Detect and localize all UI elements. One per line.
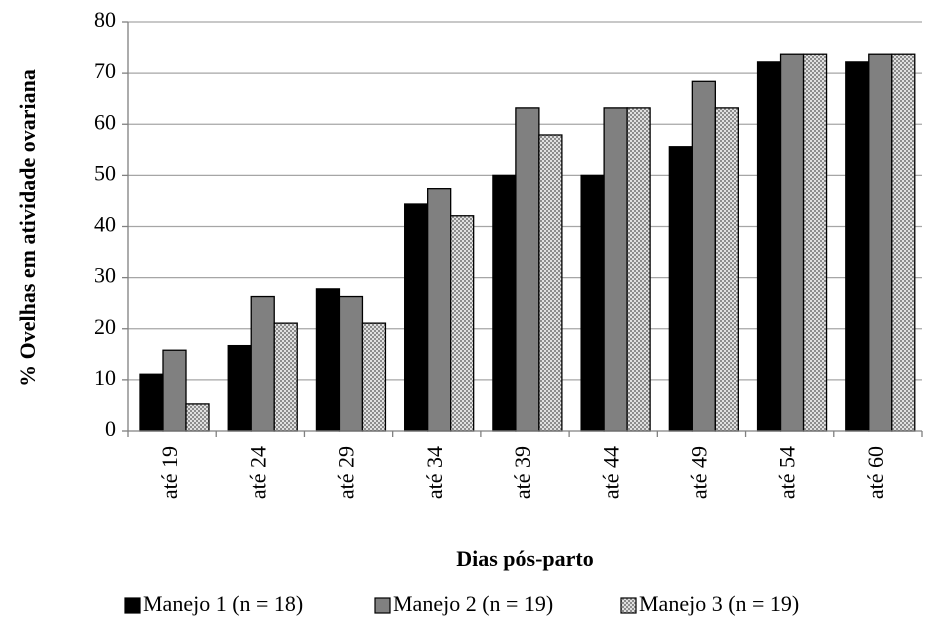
bar-series-3-7	[802, 53, 828, 432]
bar-series-3-6	[714, 107, 739, 432]
bar-series-1-8	[845, 61, 870, 432]
bar-series-2-4	[515, 107, 540, 432]
bar-series-1-0	[139, 373, 164, 432]
y-axis-title: % Ovelhas em atividade ovariana	[15, 69, 40, 387]
legend-label-1: Manejo 1 (n = 18)	[143, 591, 303, 616]
x-tick-label: até 44	[598, 446, 623, 499]
x-tick-label: até 39	[510, 446, 535, 499]
x-axis-title: Dias pós-parto	[456, 546, 594, 571]
bar-series-2-7	[779, 53, 805, 432]
y-tick-label: 0	[105, 416, 116, 441]
x-tick-label: até 49	[686, 446, 711, 499]
bar-series-2-6	[691, 80, 716, 432]
y-tick-label: 80	[94, 7, 116, 32]
legend: Manejo 1 (n = 18) Manejo 2 (n = 19) Manejo…	[124, 591, 799, 616]
bar-series-3-2	[361, 322, 387, 432]
bars	[139, 53, 916, 432]
legend-swatch-3	[620, 597, 637, 614]
y-tick-label: 30	[94, 263, 116, 288]
x-tick-label: até 19	[157, 446, 182, 499]
bar-series-2-0	[162, 349, 187, 432]
x-tick-label: até 29	[334, 446, 359, 499]
bar-series-1-1	[227, 344, 252, 432]
bar-series-1-2	[315, 288, 341, 432]
bar-series-3-3	[450, 215, 475, 432]
bar-series-3-1	[273, 322, 298, 432]
legend-label-2: Manejo 2 (n = 19)	[393, 591, 553, 616]
x-tick-label: até 54	[775, 446, 800, 499]
bar-series-1-4	[492, 174, 517, 432]
bar-series-1-7	[756, 61, 782, 432]
x-tick-label: até 34	[422, 446, 447, 499]
bar-series-3-0	[185, 403, 210, 432]
y-tick-labels: 0 10 20 30 40 50 60 70 80	[94, 7, 116, 441]
bar-series-1-5	[580, 174, 605, 432]
y-tick-label: 60	[94, 109, 116, 134]
bar-series-2-1	[250, 295, 275, 432]
x-tick-label: até 60	[863, 446, 888, 499]
x-tick-labels: até 19 até 24 até 29 até 34 até 39 até 44 até …	[157, 446, 888, 499]
bar-series-1-6	[668, 146, 693, 432]
axes	[122, 21, 923, 437]
bar-series-2-2	[338, 295, 364, 432]
bar-series-2-5	[603, 107, 628, 432]
y-tick-label: 50	[94, 160, 116, 185]
y-tick-label: 40	[94, 212, 116, 237]
legend-label-3: Manejo 3 (n = 19)	[639, 591, 799, 616]
y-tick-label: 10	[94, 365, 116, 390]
bar-series-2-3	[427, 188, 452, 432]
bar-series-3-4	[538, 134, 563, 432]
bar-series-3-5	[626, 107, 651, 432]
bar-series-1-3	[404, 203, 429, 432]
x-tick-label: até 24	[245, 446, 270, 499]
legend-swatch-1	[124, 597, 141, 614]
y-tick-label: 70	[94, 58, 116, 83]
bar-series-2-8	[868, 53, 893, 432]
y-tick-label: 20	[94, 314, 116, 339]
bar-series-3-8	[891, 53, 916, 432]
legend-swatch-2	[374, 597, 391, 614]
